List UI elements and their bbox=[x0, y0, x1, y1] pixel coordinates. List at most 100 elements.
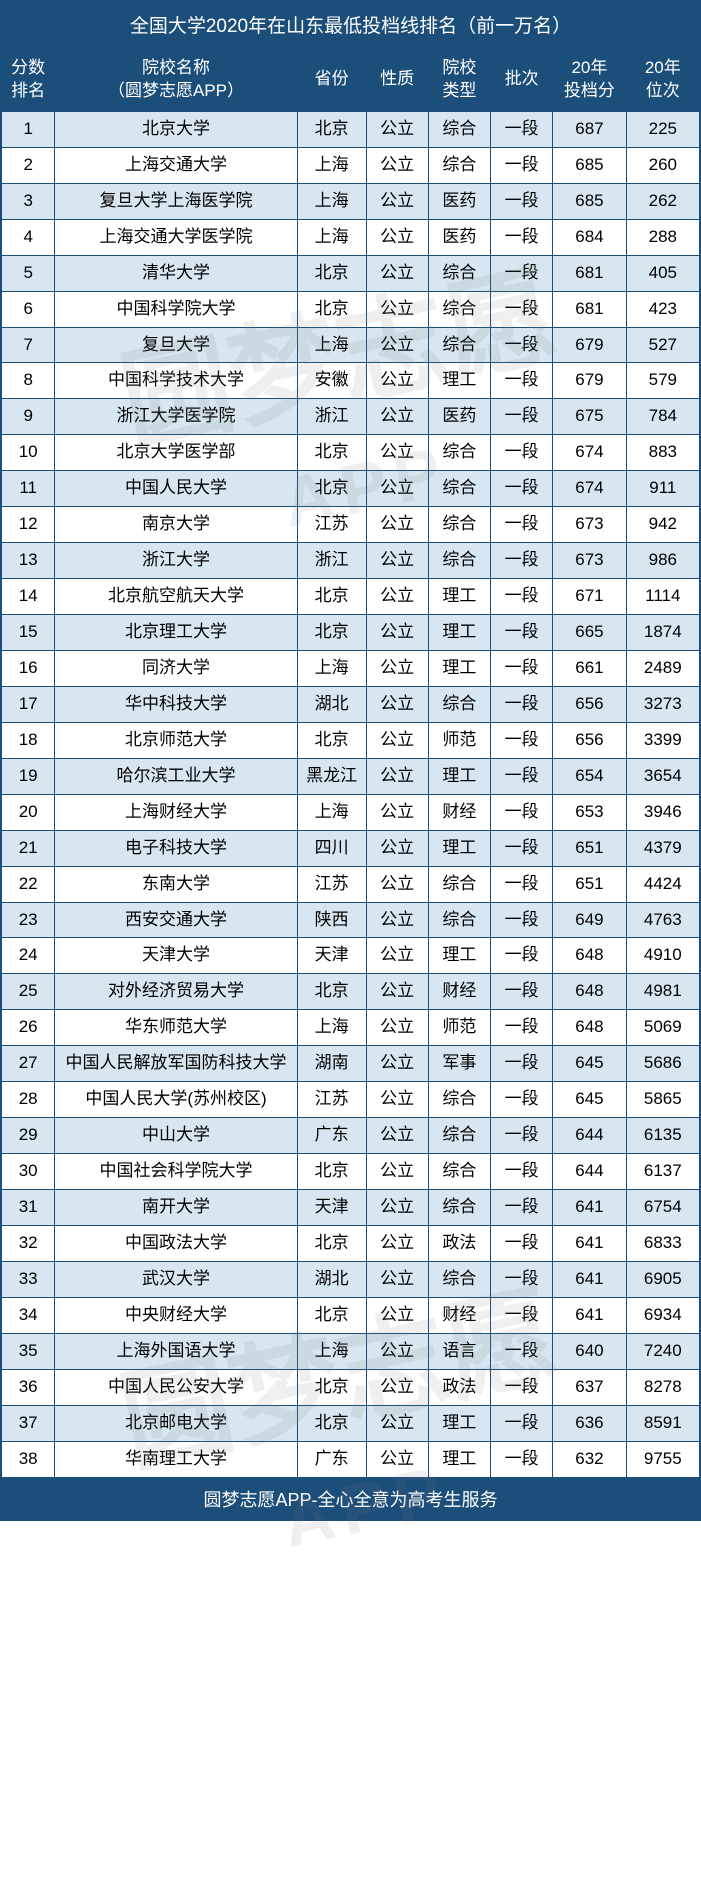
cell-prov: 北京 bbox=[297, 1405, 366, 1441]
cell-type: 综合 bbox=[428, 327, 490, 363]
table-row: 36中国人民公安大学北京公立政法一段6378278 bbox=[2, 1369, 700, 1405]
table-body: 1北京大学北京公立综合一段6872252上海交通大学上海公立综合一段685260… bbox=[2, 111, 700, 1477]
cell-rank: 18 bbox=[2, 722, 55, 758]
cell-rank: 2 bbox=[2, 147, 55, 183]
cell-pos: 9755 bbox=[626, 1441, 699, 1477]
cell-pos: 3399 bbox=[626, 722, 699, 758]
table-row: 3复旦大学上海医学院上海公立医药一段685262 bbox=[2, 183, 700, 219]
cell-type: 综合 bbox=[428, 902, 490, 938]
cell-prov: 上海 bbox=[297, 147, 366, 183]
cell-prov: 北京 bbox=[297, 291, 366, 327]
cell-name: 华东师范大学 bbox=[55, 1010, 297, 1046]
cell-rank: 22 bbox=[2, 866, 55, 902]
cell-prov: 上海 bbox=[297, 1333, 366, 1369]
cell-score: 674 bbox=[553, 471, 626, 507]
cell-type: 医药 bbox=[428, 219, 490, 255]
cell-name: 华中科技大学 bbox=[55, 686, 297, 722]
cell-pos: 2489 bbox=[626, 650, 699, 686]
cell-pos: 6754 bbox=[626, 1190, 699, 1226]
cell-nat: 公立 bbox=[366, 615, 428, 651]
cell-batch: 一段 bbox=[491, 830, 553, 866]
cell-batch: 一段 bbox=[491, 1225, 553, 1261]
cell-score: 641 bbox=[553, 1297, 626, 1333]
cell-rank: 33 bbox=[2, 1261, 55, 1297]
cell-prov: 上海 bbox=[297, 650, 366, 686]
cell-rank: 7 bbox=[2, 327, 55, 363]
cell-type: 综合 bbox=[428, 435, 490, 471]
cell-type: 理工 bbox=[428, 938, 490, 974]
cell-nat: 公立 bbox=[366, 902, 428, 938]
cell-batch: 一段 bbox=[491, 543, 553, 579]
table-row: 34中央财经大学北京公立财经一段6416934 bbox=[2, 1297, 700, 1333]
cell-type: 政法 bbox=[428, 1225, 490, 1261]
cell-batch: 一段 bbox=[491, 1190, 553, 1226]
cell-type: 理工 bbox=[428, 363, 490, 399]
cell-pos: 579 bbox=[626, 363, 699, 399]
cell-nat: 公立 bbox=[366, 758, 428, 794]
cell-pos: 1114 bbox=[626, 579, 699, 615]
cell-score: 673 bbox=[553, 543, 626, 579]
col-header-type: 院校类型 bbox=[428, 49, 490, 112]
cell-rank: 34 bbox=[2, 1297, 55, 1333]
cell-type: 语言 bbox=[428, 1333, 490, 1369]
cell-batch: 一段 bbox=[491, 363, 553, 399]
cell-pos: 942 bbox=[626, 507, 699, 543]
cell-nat: 公立 bbox=[366, 1010, 428, 1046]
cell-score: 673 bbox=[553, 507, 626, 543]
cell-type: 医药 bbox=[428, 399, 490, 435]
cell-pos: 4424 bbox=[626, 866, 699, 902]
cell-type: 综合 bbox=[428, 1118, 490, 1154]
cell-name: 北京大学医学部 bbox=[55, 435, 297, 471]
col-header-name: 院校名称（圆梦志愿APP） bbox=[55, 49, 297, 112]
cell-name: 北京邮电大学 bbox=[55, 1405, 297, 1441]
table-row: 2上海交通大学上海公立综合一段685260 bbox=[2, 147, 700, 183]
cell-name: 中国人民公安大学 bbox=[55, 1369, 297, 1405]
table-row: 33武汉大学湖北公立综合一段6416905 bbox=[2, 1261, 700, 1297]
cell-pos: 4379 bbox=[626, 830, 699, 866]
cell-name: 南开大学 bbox=[55, 1190, 297, 1226]
cell-name: 同济大学 bbox=[55, 650, 297, 686]
table-row: 26华东师范大学上海公立师范一段6485069 bbox=[2, 1010, 700, 1046]
cell-pos: 3946 bbox=[626, 794, 699, 830]
cell-pos: 423 bbox=[626, 291, 699, 327]
cell-prov: 北京 bbox=[297, 1154, 366, 1190]
cell-score: 656 bbox=[553, 722, 626, 758]
cell-name: 西安交通大学 bbox=[55, 902, 297, 938]
cell-score: 641 bbox=[553, 1261, 626, 1297]
cell-rank: 16 bbox=[2, 650, 55, 686]
table-row: 6中国科学院大学北京公立综合一段681423 bbox=[2, 291, 700, 327]
cell-batch: 一段 bbox=[491, 1154, 553, 1190]
cell-batch: 一段 bbox=[491, 1082, 553, 1118]
cell-pos: 4763 bbox=[626, 902, 699, 938]
table-row: 13浙江大学浙江公立综合一段673986 bbox=[2, 543, 700, 579]
cell-type: 理工 bbox=[428, 1441, 490, 1477]
cell-rank: 27 bbox=[2, 1046, 55, 1082]
cell-type: 理工 bbox=[428, 758, 490, 794]
cell-nat: 公立 bbox=[366, 1046, 428, 1082]
table-row: 20上海财经大学上海公立财经一段6533946 bbox=[2, 794, 700, 830]
table-row: 4上海交通大学医学院上海公立医药一段684288 bbox=[2, 219, 700, 255]
cell-rank: 9 bbox=[2, 399, 55, 435]
table-row: 17华中科技大学湖北公立综合一段6563273 bbox=[2, 686, 700, 722]
cell-rank: 4 bbox=[2, 219, 55, 255]
table-row: 32中国政法大学北京公立政法一段6416833 bbox=[2, 1225, 700, 1261]
cell-rank: 24 bbox=[2, 938, 55, 974]
cell-name: 北京师范大学 bbox=[55, 722, 297, 758]
cell-batch: 一段 bbox=[491, 902, 553, 938]
cell-batch: 一段 bbox=[491, 686, 553, 722]
cell-rank: 23 bbox=[2, 902, 55, 938]
cell-prov: 四川 bbox=[297, 830, 366, 866]
cell-batch: 一段 bbox=[491, 435, 553, 471]
cell-score: 641 bbox=[553, 1225, 626, 1261]
cell-nat: 公立 bbox=[366, 974, 428, 1010]
cell-type: 综合 bbox=[428, 543, 490, 579]
cell-score: 637 bbox=[553, 1369, 626, 1405]
cell-rank: 11 bbox=[2, 471, 55, 507]
cell-prov: 安徽 bbox=[297, 363, 366, 399]
cell-nat: 公立 bbox=[366, 1369, 428, 1405]
cell-score: 640 bbox=[553, 1333, 626, 1369]
cell-score: 675 bbox=[553, 399, 626, 435]
cell-name: 北京航空航天大学 bbox=[55, 579, 297, 615]
table-row: 28中国人民大学(苏州校区)江苏公立综合一段6455865 bbox=[2, 1082, 700, 1118]
cell-batch: 一段 bbox=[491, 255, 553, 291]
